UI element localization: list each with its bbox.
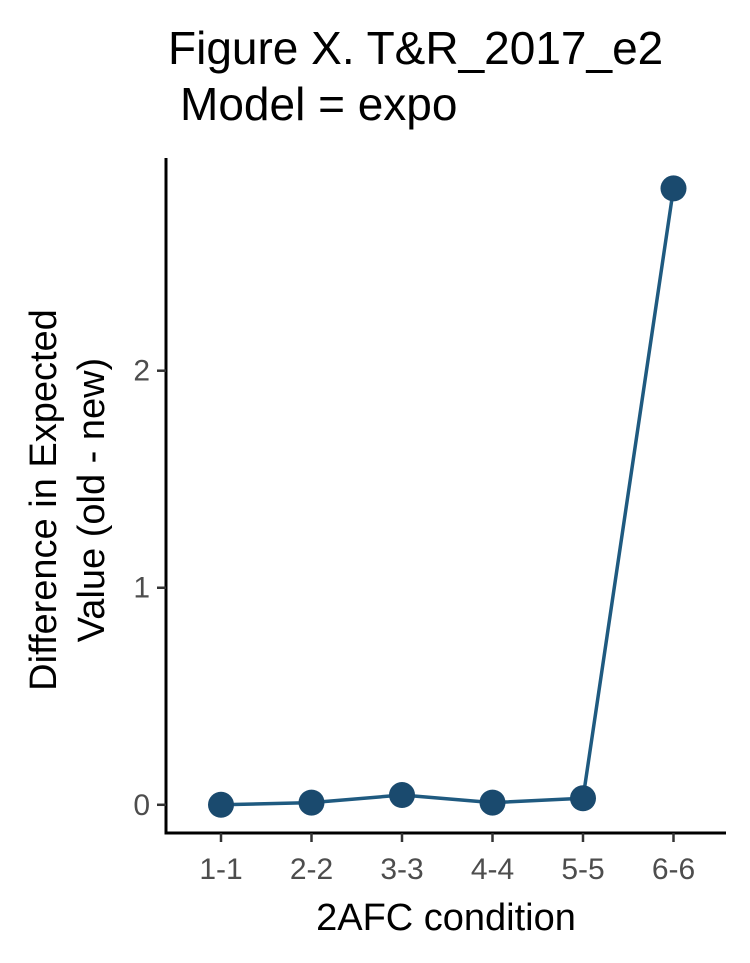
plot-area: 0 1 2 1-1 2-2 3-3 4-4 5-5 6-6 <box>133 158 726 886</box>
data-point <box>660 175 687 202</box>
x-tick-label: 5-5 <box>561 853 604 886</box>
y-axis-title: Difference in Expected Value (old - new) <box>23 309 113 691</box>
data-point <box>389 782 415 809</box>
y-axis-title-line-1: Difference in Expected <box>23 309 65 691</box>
x-tick-label: 6-6 <box>652 853 695 886</box>
x-tick-label: 3-3 <box>380 853 423 886</box>
x-tick-label: 4-4 <box>471 853 514 886</box>
chart-title-line-1: Figure X. T&R_2017_e2 <box>168 22 663 74</box>
x-tick-label: 1-1 <box>199 853 242 886</box>
chart-title-line-2: Model = expo <box>180 78 457 130</box>
data-point <box>208 791 234 818</box>
y-tick-label: 1 <box>133 572 150 605</box>
y-axis-title-line-2: Value (old - new) <box>71 358 113 642</box>
x-axis-title: 2AFC condition <box>316 897 576 939</box>
data-point <box>298 789 325 816</box>
y-tick-label: 2 <box>133 355 150 388</box>
x-tick-label: 2-2 <box>290 853 333 886</box>
data-point <box>479 789 506 816</box>
series-line <box>220 188 676 807</box>
data-point <box>570 785 596 812</box>
y-tick-label: 0 <box>133 789 150 822</box>
